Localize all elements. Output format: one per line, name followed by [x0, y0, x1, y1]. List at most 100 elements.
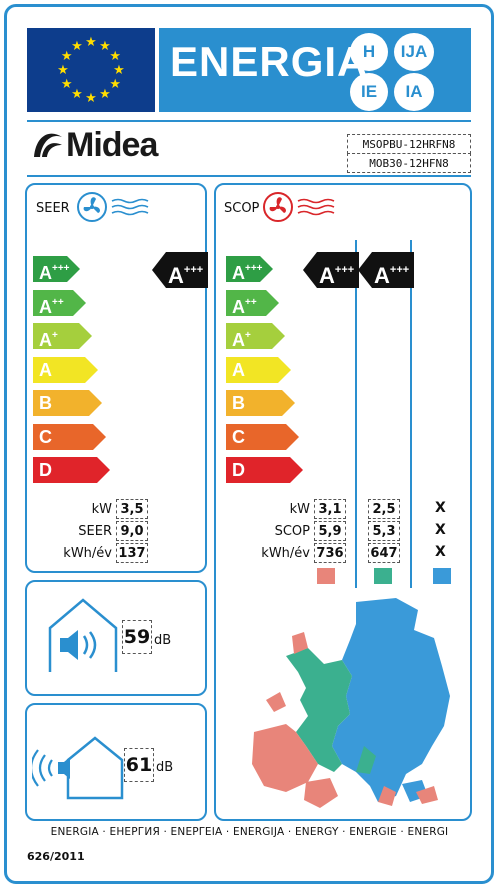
- energy-class-label: C: [39, 426, 52, 447]
- zone-warm-kw-value: 3,1: [314, 499, 346, 519]
- eu-star-icon: ★: [99, 39, 111, 54]
- eu-star-icon: ★: [99, 87, 111, 102]
- energy-class-bar: D: [33, 457, 111, 483]
- cooling-label: SEER: [36, 201, 70, 216]
- energy-class-bar: A+++: [33, 256, 81, 283]
- energy-class-label: C: [232, 426, 245, 447]
- energy-class-bar: B: [226, 390, 296, 416]
- zone-warm-scop-value: 5,9: [314, 521, 346, 541]
- zone-average-swatch: [374, 568, 392, 584]
- brand-name: Midea: [66, 125, 158, 164]
- scop-label: SCOP: [274, 524, 310, 539]
- eu-star-icon: ★: [85, 91, 97, 106]
- cooling-panel: [25, 183, 207, 573]
- heating-kwh-label: kWh/év: [261, 546, 310, 561]
- cooling-kw-label: kW: [91, 502, 112, 517]
- energy-class-label: A++: [39, 296, 64, 317]
- indoor-noise-unit: dB: [154, 633, 172, 648]
- regulation-number: 626/2011: [27, 850, 85, 863]
- brand-logo: Midea: [30, 125, 158, 165]
- outdoor-noise-unit: dB: [156, 760, 174, 775]
- fan-cool-icon: [77, 192, 149, 222]
- zone-average-kw-value: 2,5: [368, 499, 400, 519]
- energy-class-bar: C: [226, 423, 300, 450]
- zone-cold-kw-value: X: [435, 500, 446, 516]
- energy-class-label: A+++: [39, 263, 70, 283]
- energy-rating-arrow: A+++: [303, 252, 359, 288]
- energy-class-label: D: [232, 460, 245, 480]
- eu-star-icon: ★: [113, 63, 125, 78]
- seer-label: SEER: [78, 524, 112, 539]
- heating-kw-label: kW: [289, 502, 310, 517]
- divider: [27, 120, 471, 122]
- energy-class-bar: A+: [33, 323, 93, 350]
- eu-star-icon: ★: [71, 39, 83, 54]
- column-divider: [410, 240, 412, 588]
- energy-class-bar: A++: [33, 289, 87, 317]
- outdoor-noise-panel: [25, 703, 207, 821]
- energy-class-bar: A: [226, 356, 292, 383]
- outdoor-noise-value: 61: [124, 748, 154, 782]
- europe-climate-map: [252, 598, 450, 808]
- energy-class-bar: C: [33, 423, 107, 450]
- seer-value: 9,0: [116, 521, 148, 541]
- energy-class-bar: D: [226, 457, 304, 483]
- language-code-h: H: [350, 33, 388, 71]
- energy-rating-arrow: A+++: [152, 252, 208, 288]
- energy-class-bar: A+++: [226, 256, 274, 283]
- zone-average-scop-value: 5,3: [368, 521, 400, 541]
- energy-rating-label: A+++: [168, 263, 204, 288]
- energy-class-bar: A: [33, 356, 99, 383]
- eu-star-icon: ★: [109, 77, 121, 92]
- divider: [27, 175, 471, 177]
- energy-class-label: B: [39, 393, 52, 413]
- energy-class-bar: A++: [226, 289, 280, 317]
- energy-class-bar: B: [33, 390, 103, 416]
- indoor-model-number: MSOPBU-12HRFN8: [347, 134, 471, 154]
- zone-cold-kwh-value: X: [435, 544, 446, 560]
- zone-warm-swatch: [317, 568, 335, 584]
- energy-class-label: B: [232, 393, 245, 413]
- footer-languages: ENERGIA · ЕНЕРГИЯ · ΕΝΕΡΓΕΙΑ · ENERGIJA …: [50, 826, 449, 838]
- cooling-kw-value: 3,5: [116, 499, 148, 519]
- eu-flag-icon: ★ ★ ★ ★ ★ ★ ★ ★ ★ ★ ★ ★: [27, 28, 155, 112]
- heating-panel: [214, 183, 472, 821]
- energy-class-bar: A+: [226, 323, 286, 350]
- column-divider: [355, 240, 357, 588]
- language-code-ia: IA: [394, 73, 434, 111]
- eu-star-icon: ★: [61, 49, 73, 64]
- eu-star-icon: ★: [109, 49, 121, 64]
- zone-average-kwh-value: 647: [368, 543, 400, 563]
- language-code-ija: IJA: [394, 33, 434, 71]
- zone-cold-swatch: [433, 568, 451, 584]
- energy-class-label: A: [39, 359, 52, 380]
- outdoor-model-number: MOB30-12HFN8: [347, 153, 471, 173]
- energy-class-label: A+: [232, 330, 251, 350]
- energy-class-label: A++: [232, 296, 257, 317]
- cooling-kwh-label: kWh/év: [63, 546, 112, 561]
- energy-class-label: A+++: [232, 263, 263, 283]
- energy-rating-arrow: A+++: [358, 252, 414, 288]
- energy-class-label: D: [39, 460, 52, 480]
- indoor-noise-panel: [25, 580, 207, 696]
- indoor-sound-icon: [48, 598, 118, 672]
- energy-class-label: A+: [39, 330, 58, 350]
- indoor-noise-value: 59: [122, 620, 152, 654]
- energy-rating-label: A+++: [374, 263, 410, 288]
- language-code-ie: IE: [350, 73, 388, 111]
- eu-star-icon: ★: [57, 63, 69, 78]
- cooling-kwh-value: 137: [116, 543, 148, 563]
- midea-swoosh-icon: [34, 133, 62, 157]
- zone-cold-scop-value: X: [435, 522, 446, 538]
- energy-rating-label: A+++: [319, 263, 355, 288]
- eu-star-icon: ★: [71, 87, 83, 102]
- label-frame: [4, 4, 494, 884]
- heating-label: SCOP: [224, 201, 260, 216]
- outdoor-sound-icon: [32, 736, 124, 800]
- energy-title: ENERGIA: [170, 38, 369, 85]
- fan-heat-icon: [263, 192, 335, 222]
- eu-star-icon: ★: [85, 35, 97, 50]
- zone-warm-kwh-value: 736: [314, 543, 346, 563]
- energy-class-label: A: [232, 359, 245, 380]
- eu-star-icon: ★: [61, 77, 73, 92]
